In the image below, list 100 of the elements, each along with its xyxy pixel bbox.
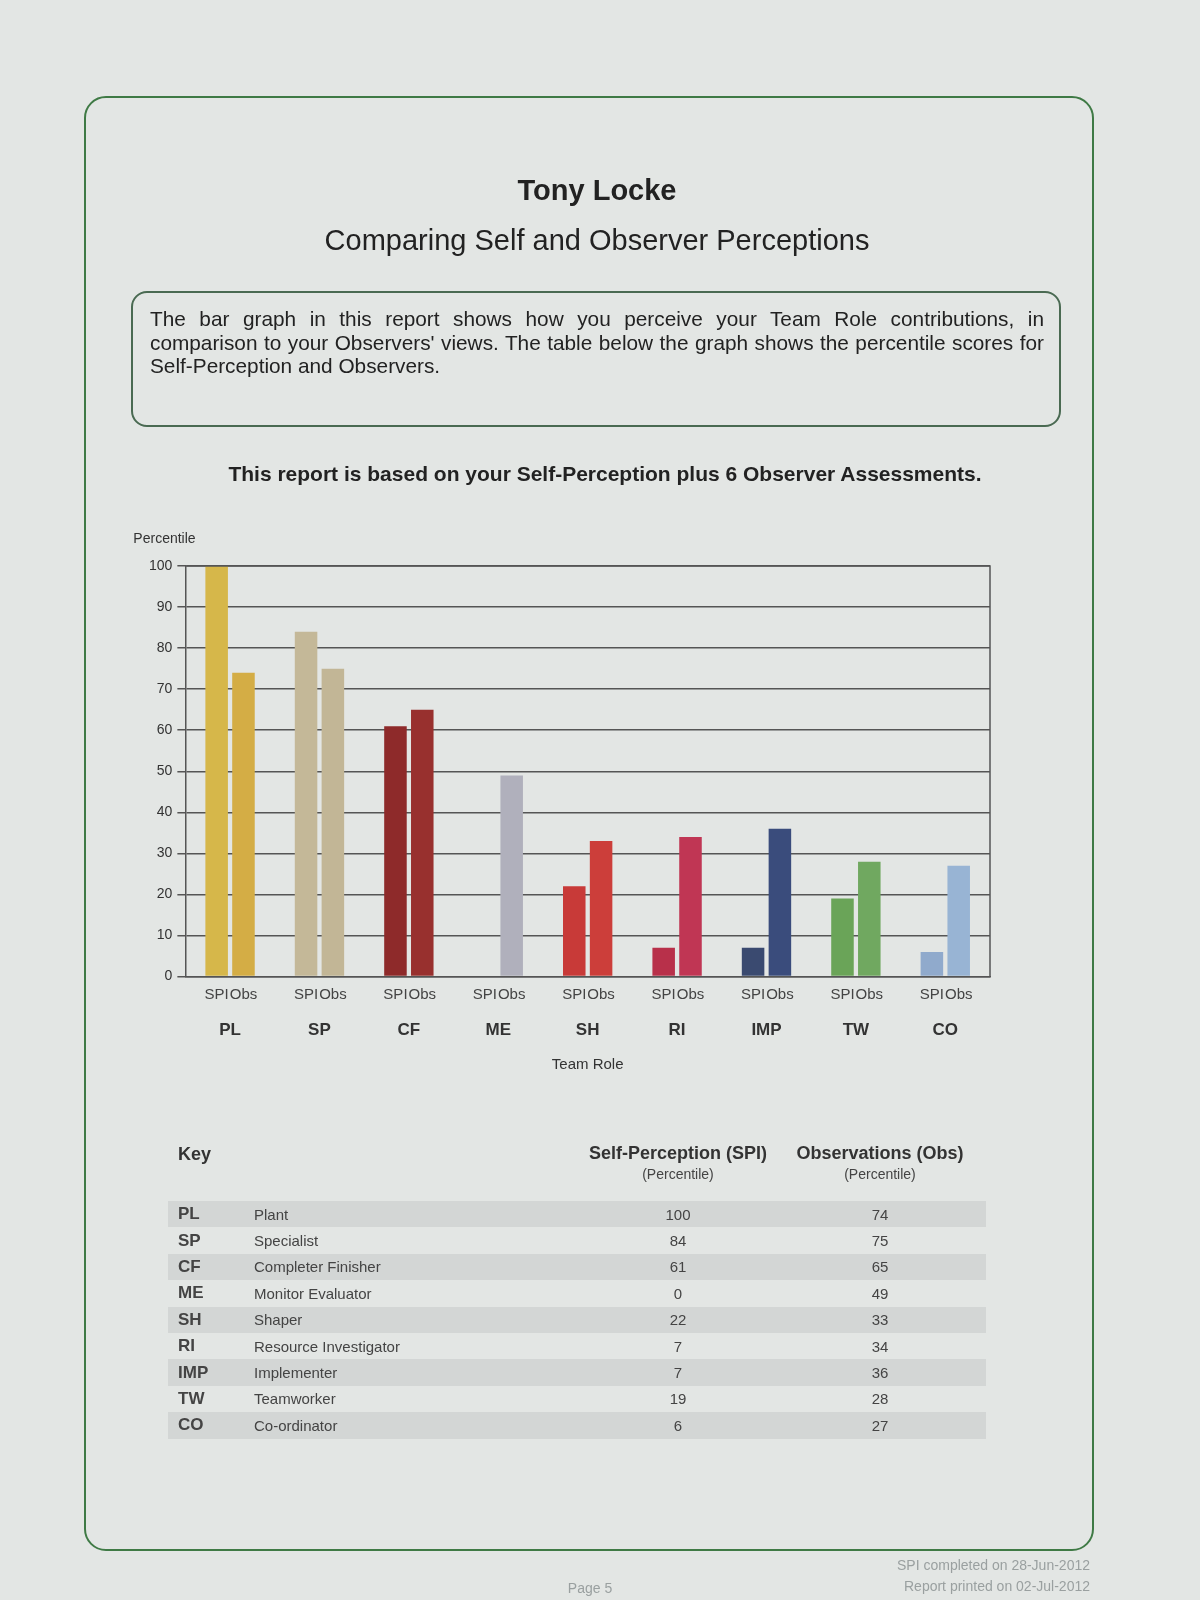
text: 84 bbox=[668, 1231, 688, 1252]
text: This report is based on your Self-Perception plus 6 Observer Assessments. bbox=[227, 462, 983, 486]
text: Specialist bbox=[253, 1231, 320, 1252]
text: Obs bbox=[676, 984, 705, 1002]
text: Completer Finisher bbox=[253, 1257, 382, 1278]
y-tick-label: 0 bbox=[164, 967, 173, 984]
category-label: CF bbox=[177, 1255, 202, 1278]
text: 0 bbox=[672, 1283, 684, 1304]
category-label: PL bbox=[177, 1203, 201, 1226]
y-tick-label: 100 bbox=[149, 556, 173, 573]
text: SPI completed on 28-Jun-2012 bbox=[896, 1557, 1090, 1573]
x-tick-label: TW bbox=[842, 1020, 871, 1040]
text: Shaper bbox=[253, 1310, 304, 1331]
bar bbox=[652, 947, 675, 976]
text: Obs bbox=[497, 984, 526, 1002]
x-tick-label: ME bbox=[485, 1020, 512, 1040]
chart-subtitle: Comparing Self and Observer Perceptions bbox=[323, 224, 871, 257]
text: 7 bbox=[672, 1336, 684, 1357]
text: Report printed on 02-Jul-2012 bbox=[903, 1578, 1090, 1594]
x-tick-label: CO bbox=[932, 1020, 959, 1040]
bar bbox=[321, 668, 345, 976]
text: Obs bbox=[408, 984, 437, 1002]
text: Obs bbox=[229, 984, 258, 1002]
text: 34 bbox=[870, 1336, 890, 1357]
y-tick-label: 90 bbox=[156, 597, 173, 614]
text: Key bbox=[178, 1144, 212, 1165]
x-tick-label: SP bbox=[308, 1020, 331, 1040]
text: 33 bbox=[870, 1310, 890, 1331]
bar bbox=[947, 865, 970, 976]
bar bbox=[768, 828, 792, 976]
bar bbox=[741, 947, 765, 976]
bar bbox=[858, 861, 881, 976]
text: 6 bbox=[672, 1415, 684, 1436]
category-label: CO bbox=[177, 1414, 205, 1437]
text: 22 bbox=[668, 1310, 688, 1331]
category-label: SP bbox=[177, 1229, 202, 1252]
y-tick-label: 40 bbox=[156, 803, 173, 820]
text: Resource Investigator bbox=[253, 1336, 401, 1357]
text: 36 bbox=[870, 1363, 890, 1384]
bar bbox=[384, 726, 407, 976]
text: (Percentile) bbox=[843, 1166, 917, 1182]
text: 61 bbox=[668, 1257, 688, 1278]
bar bbox=[831, 898, 854, 976]
bar bbox=[679, 837, 702, 976]
category-label: TW bbox=[177, 1387, 206, 1410]
text: Obs bbox=[587, 984, 615, 1002]
x-tick-label: PL bbox=[219, 1020, 241, 1040]
text: SPI bbox=[562, 984, 587, 1002]
text: Self-Perception (SPI) bbox=[588, 1143, 768, 1164]
text: 7 bbox=[672, 1363, 684, 1384]
text: 27 bbox=[870, 1415, 890, 1436]
category-label: RI bbox=[177, 1335, 196, 1358]
y-tick-label: 80 bbox=[156, 638, 173, 655]
bar bbox=[500, 775, 523, 976]
text: SPI bbox=[830, 984, 855, 1002]
x-axis-title: Team Role bbox=[551, 1054, 624, 1072]
text: Implementer bbox=[253, 1363, 339, 1384]
bar bbox=[920, 951, 944, 976]
text: Monitor Evaluator bbox=[253, 1283, 373, 1304]
y-tick-label: 20 bbox=[156, 885, 173, 902]
text: Obs bbox=[944, 984, 973, 1002]
x-tick-label: SH bbox=[575, 1020, 600, 1040]
text: 28 bbox=[870, 1389, 890, 1410]
text: Co-ordinator bbox=[253, 1415, 339, 1436]
text: Obs bbox=[766, 984, 794, 1002]
text: Teamworker bbox=[253, 1389, 337, 1410]
text: Observations (Obs) bbox=[795, 1143, 965, 1164]
y-tick-label: 60 bbox=[156, 721, 173, 738]
bar bbox=[411, 709, 434, 976]
bar bbox=[205, 566, 228, 976]
bar bbox=[563, 886, 586, 976]
text: SPI bbox=[919, 984, 944, 1002]
bar bbox=[232, 672, 255, 976]
category-label: SH bbox=[177, 1308, 203, 1331]
text: Page 5 bbox=[566, 1580, 614, 1596]
text: SPI bbox=[293, 984, 319, 1002]
text: 100 bbox=[664, 1204, 692, 1225]
y-tick-label: 70 bbox=[156, 680, 173, 697]
text: 19 bbox=[668, 1389, 688, 1410]
bar bbox=[589, 841, 613, 976]
category-label: IMP bbox=[177, 1361, 210, 1384]
series-label: Obs bbox=[855, 984, 884, 1002]
y-tick-label: 10 bbox=[156, 926, 173, 943]
x-tick-label: IMP bbox=[751, 1020, 782, 1040]
text: 75 bbox=[870, 1231, 890, 1252]
text: SPI bbox=[740, 984, 766, 1002]
text: 49 bbox=[870, 1283, 890, 1304]
text: Obs bbox=[319, 984, 347, 1002]
text: 74 bbox=[870, 1204, 890, 1225]
text: (Percentile) bbox=[641, 1166, 715, 1182]
text: The bar graph in this report shows how you perceive your Team Role contributions, in comparison to your Observers' views. The table below the graph shows the percentile scores for Self-Perception and Observers. bbox=[150, 307, 1044, 378]
x-tick-label: CF bbox=[397, 1020, 421, 1040]
y-axis-title: Percentile bbox=[133, 529, 196, 546]
text: SPI bbox=[651, 984, 676, 1002]
text: SPI bbox=[204, 984, 229, 1002]
text: SPI bbox=[472, 984, 497, 1002]
text: Plant bbox=[253, 1204, 290, 1225]
bar bbox=[294, 631, 318, 976]
text: 65 bbox=[870, 1257, 890, 1278]
series-label: SPI bbox=[383, 984, 408, 1002]
